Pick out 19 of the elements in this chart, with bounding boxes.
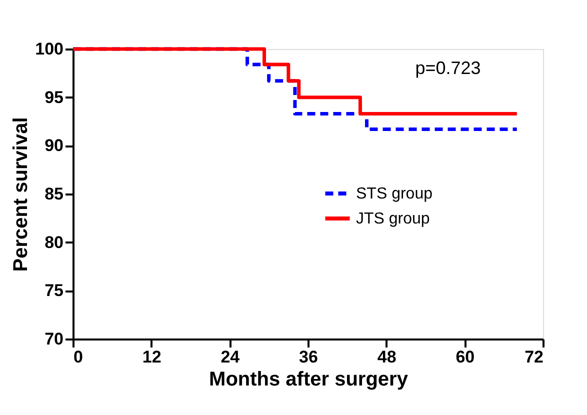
y-tick-label: 75: [44, 281, 64, 300]
y-tick-label: 95: [44, 88, 64, 107]
x-tick-label: 48: [377, 348, 396, 366]
y-tick-label: 70: [44, 330, 64, 348]
annotation: p=0.723: [415, 58, 481, 78]
y-tick-label: 80: [44, 232, 64, 252]
y-tick-label: 100: [35, 40, 64, 58]
x-tick-label: 60: [456, 348, 475, 366]
x-tick-label: 0: [74, 348, 83, 366]
legend-label: JTS group: [356, 210, 430, 228]
x-axis-title: Months after surgery: [209, 368, 409, 390]
y-tick-label: 90: [44, 136, 64, 156]
x-tick-label: 12: [142, 348, 162, 366]
legend-label: STS group: [356, 186, 433, 202]
x-tick-label: 72: [524, 348, 544, 366]
x-tick-label: 36: [299, 348, 318, 366]
y-axis-title: Percent survival: [10, 117, 32, 272]
x-tick-label: 24: [220, 348, 240, 366]
y-tick-label: 85: [44, 184, 64, 204]
